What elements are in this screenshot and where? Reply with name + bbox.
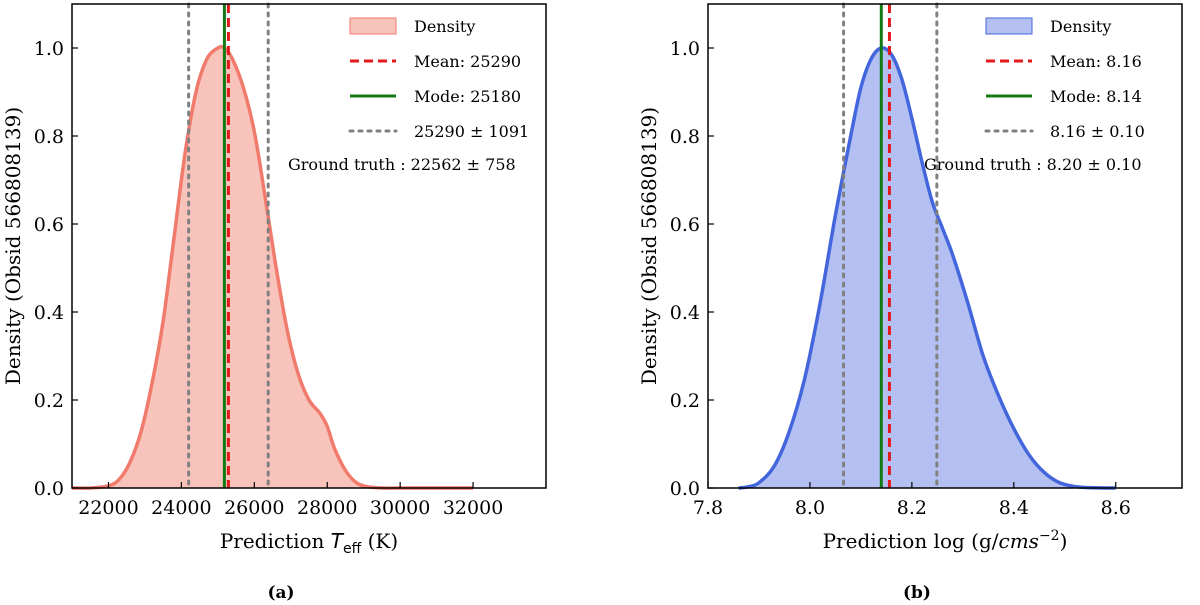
axes-frame (707, 3, 1183, 489)
x-tick-label: 8.6 (1101, 497, 1131, 519)
panel-caption: (b) (903, 583, 931, 603)
panel-b: 7.8 8.0 8.2 8.4 8.6 0.0 0.2 0.4 0.6 0.8 1.0 Predi… (637, 2, 1183, 603)
legend-mean-label: Mean: 25290 (414, 52, 521, 71)
density-fill (72, 46, 474, 489)
density-curve (71, 44, 474, 490)
panel-a: 22000 24000 26000 28000 30000 32000 0.0 0.2 0.4… (1, 2, 547, 603)
legend: Density Mean: 8.16 Mode: 8.14 8.16 ± 0.1… (984, 17, 1145, 141)
legend-density-patch (985, 17, 1033, 35)
legend-density-label: Density (414, 17, 475, 36)
density-fill (738, 47, 1116, 488)
y-tick-label: 0.8 (670, 126, 700, 148)
legend-std-label: 8.16 ± 0.10 (1050, 122, 1145, 141)
y-tick-label: 1.0 (34, 38, 64, 60)
legend-density-label: Density (1050, 17, 1111, 36)
x-tick-label: 28000 (297, 497, 357, 519)
x-tick-label: 8.0 (795, 497, 825, 519)
legend-mean-label: Mean: 8.16 (1050, 52, 1142, 71)
legend-density-patch (349, 17, 397, 35)
y-tick-label: 0.4 (34, 302, 64, 324)
legend: Density Mean: 25290 Mode: 25180 25290 ± … (348, 17, 529, 141)
x-tick-label: 24000 (151, 497, 211, 519)
x-tick-label: 22000 (78, 497, 138, 519)
legend-std-label: 25290 ± 1091 (414, 122, 529, 141)
x-tick-label: 30000 (370, 497, 430, 519)
panel-caption: (a) (267, 583, 294, 603)
x-tick-label: 8.2 (897, 497, 927, 519)
x-tick-label: 8.4 (999, 497, 1029, 519)
ground-truth-annotation: Ground truth : 8.20 ± 0.10 (924, 155, 1142, 174)
axes-frame (71, 3, 547, 489)
legend-mode-label: Mode: 8.14 (1050, 87, 1142, 106)
x-tick-label: 7.8 (693, 497, 723, 519)
y-tick-label: 0.4 (670, 302, 700, 324)
y-tick-label: 0.0 (34, 478, 64, 500)
x-tick-label: 26000 (224, 497, 284, 519)
y-tick-label: 0.6 (34, 214, 64, 236)
y-tick-label: 0.2 (34, 390, 64, 412)
legend-mode-label: Mode: 25180 (414, 87, 521, 106)
ground-truth-annotation: Ground truth : 22562 ± 758 (288, 155, 516, 174)
density-curve (738, 46, 1116, 490)
y-tick-label: 0.8 (34, 126, 64, 148)
x-tick-label: 32000 (443, 497, 503, 519)
y-axis-label: Density (Obsid 566808139) (637, 107, 661, 385)
y-tick-label: 1.0 (670, 38, 700, 60)
y-tick-label: 0.6 (670, 214, 700, 236)
y-tick-label: 0.0 (670, 478, 700, 500)
x-axis-label: Prediction log (g/cms−2) (823, 528, 1068, 553)
y-axis-label: Density (Obsid 566808139) (1, 107, 25, 385)
x-axis-label: Prediction Teff (K) (220, 529, 398, 557)
y-tick-label: 0.2 (670, 390, 700, 412)
